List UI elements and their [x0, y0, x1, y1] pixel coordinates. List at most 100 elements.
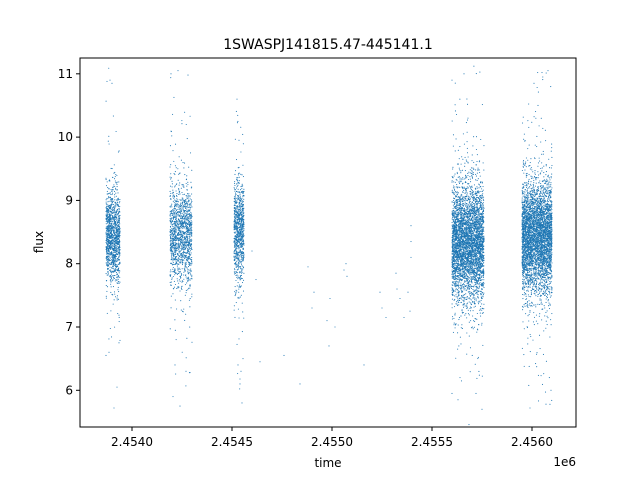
data-point [182, 240, 184, 242]
data-point [184, 237, 186, 239]
data-point [237, 221, 239, 223]
data-point [184, 246, 186, 248]
data-point [181, 351, 183, 353]
data-point [239, 237, 241, 239]
data-point [240, 251, 242, 253]
data-point [456, 204, 458, 206]
data-point [111, 239, 113, 241]
data-point [243, 188, 245, 190]
data-point [186, 234, 188, 236]
data-point [105, 232, 107, 234]
data-point [468, 274, 471, 276]
data-point [476, 172, 478, 174]
data-point [171, 245, 174, 247]
data-point [107, 216, 109, 219]
data-point [114, 196, 116, 198]
data-point [187, 241, 189, 243]
data-point [234, 207, 237, 209]
data-point [238, 297, 240, 299]
data-point [177, 234, 179, 237]
data-point [106, 233, 108, 235]
data-point [105, 285, 107, 287]
data-point [179, 250, 182, 252]
data-point [105, 179, 107, 181]
data-point [189, 285, 191, 287]
data-point [177, 220, 179, 222]
data-point [112, 207, 114, 209]
data-point [236, 185, 238, 188]
data-point [456, 261, 458, 263]
data-point [181, 259, 183, 262]
data-point [170, 210, 172, 212]
data-point [237, 255, 239, 257]
data-point [243, 219, 245, 221]
data-point [189, 279, 191, 281]
data-point [241, 228, 243, 230]
data-point [113, 291, 116, 293]
data-point [109, 219, 111, 221]
data-point [117, 281, 119, 283]
data-point [119, 231, 121, 233]
data-point [174, 211, 176, 213]
data-point [106, 286, 109, 288]
data-point [115, 264, 117, 266]
data-point [233, 268, 236, 270]
data-point [191, 257, 193, 259]
data-point [190, 201, 192, 203]
data-point [108, 200, 110, 202]
data-point [116, 239, 118, 241]
data-point [172, 252, 174, 254]
data-point [173, 210, 175, 212]
data-point [112, 256, 114, 258]
data-point [241, 242, 243, 244]
data-point [110, 214, 112, 216]
data-point [114, 218, 116, 220]
data-point [182, 256, 184, 258]
data-point [177, 208, 179, 211]
data-point [113, 190, 116, 192]
data-point [114, 207, 116, 209]
data-point [239, 239, 241, 241]
data-point [234, 138, 236, 140]
data-point [483, 279, 485, 281]
data-point [109, 254, 111, 256]
data-point [106, 229, 108, 232]
data-point [108, 235, 110, 237]
data-point [119, 218, 121, 220]
data-point [179, 275, 181, 277]
data-point [115, 242, 117, 244]
data-point [181, 228, 183, 230]
data-point [237, 183, 239, 185]
data-point [180, 272, 182, 274]
data-point [106, 261, 108, 263]
data-point [180, 235, 182, 237]
data-point [237, 278, 239, 280]
data-point [186, 231, 188, 234]
data-point [184, 203, 186, 205]
data-point [242, 240, 244, 242]
data-point [236, 218, 238, 220]
data-point [178, 173, 180, 175]
data-point [170, 198, 172, 200]
data-point [109, 224, 111, 227]
data-point [241, 223, 244, 226]
data-point [117, 214, 119, 216]
data-point [118, 226, 121, 228]
data-point [116, 264, 118, 266]
data-point [106, 262, 108, 264]
data-point [117, 225, 119, 227]
data-point [177, 179, 179, 181]
data-point [185, 194, 187, 197]
data-point [112, 275, 114, 277]
data-point [481, 272, 483, 275]
data-point [454, 295, 456, 297]
data-point [458, 345, 460, 347]
data-point [181, 281, 183, 283]
data-point [237, 260, 239, 262]
data-point [109, 236, 111, 238]
data-point [240, 262, 242, 264]
data-point [466, 255, 469, 257]
data-point [169, 185, 172, 187]
data-point [176, 201, 178, 203]
data-point [169, 231, 171, 233]
